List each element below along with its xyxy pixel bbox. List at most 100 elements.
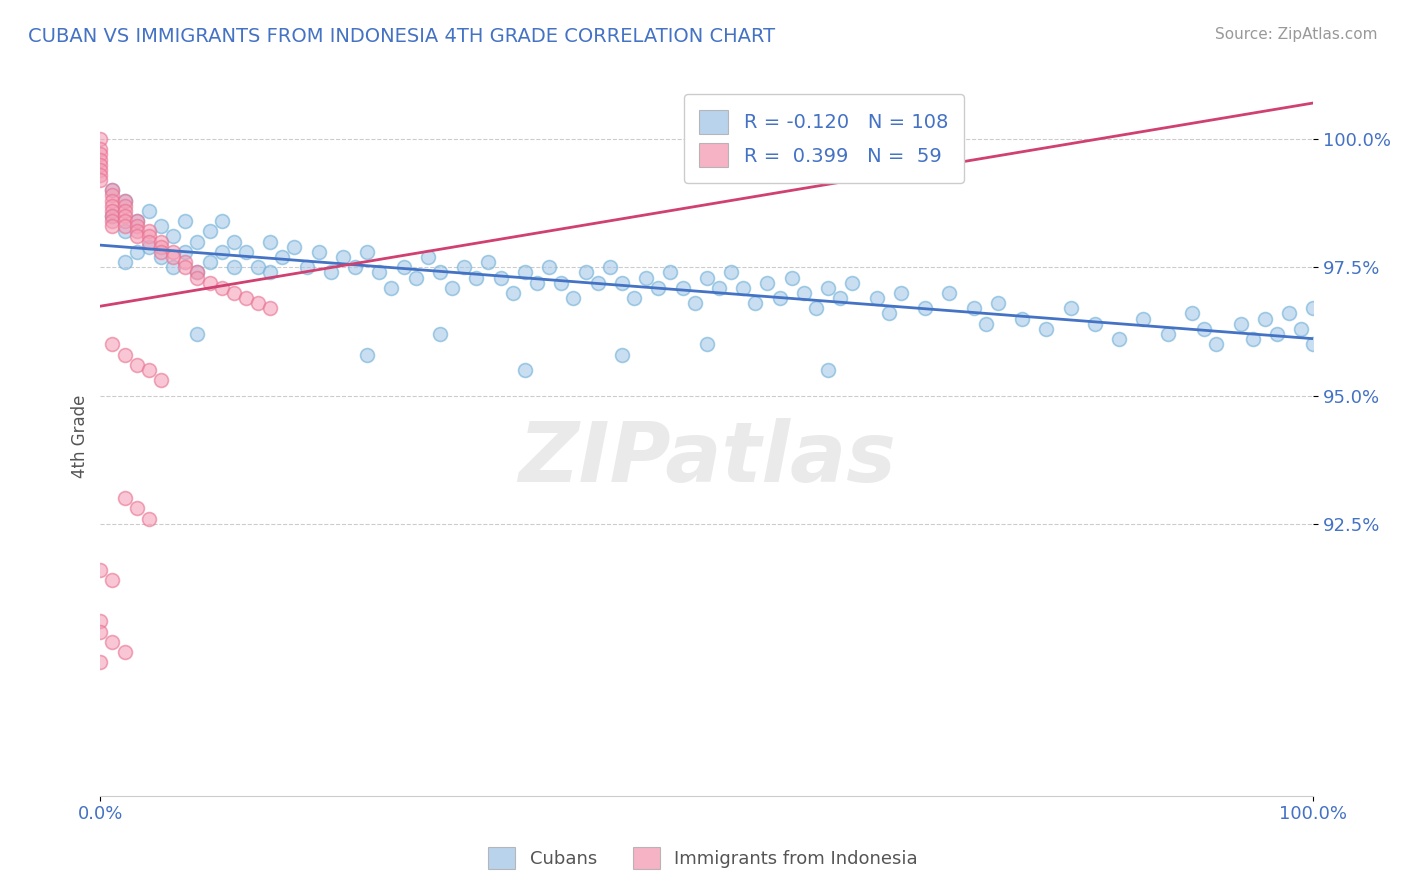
Point: [416, 250, 439, 264]
Point: [1035, 322, 1057, 336]
Point: [308, 244, 330, 259]
Point: [793, 285, 815, 300]
Point: [198, 276, 221, 290]
Point: [125, 244, 148, 259]
Point: [186, 326, 208, 341]
Point: [247, 296, 270, 310]
Point: [125, 219, 148, 234]
Point: [429, 265, 451, 279]
Point: [271, 250, 294, 264]
Point: [162, 244, 184, 259]
Point: [356, 347, 378, 361]
Point: [125, 229, 148, 244]
Point: [720, 265, 742, 279]
Point: [768, 291, 790, 305]
Point: [114, 255, 136, 269]
Point: [392, 260, 415, 275]
Point: [841, 276, 863, 290]
Point: [89, 624, 111, 639]
Point: [877, 306, 900, 320]
Point: [259, 301, 281, 316]
Point: [744, 296, 766, 310]
Point: [1278, 306, 1301, 320]
Point: [441, 281, 464, 295]
Point: [1011, 311, 1033, 326]
Point: [235, 291, 257, 305]
Point: [586, 276, 609, 290]
Point: [101, 635, 124, 649]
Y-axis label: 4th Grade: 4th Grade: [72, 395, 89, 478]
Point: [101, 209, 124, 223]
Point: [671, 281, 693, 295]
Point: [150, 250, 173, 264]
Point: [963, 301, 986, 316]
Point: [636, 270, 658, 285]
Point: [865, 291, 887, 305]
Point: [1229, 317, 1251, 331]
Legend: R = -0.120   N = 108, R =  0.399   N =  59: R = -0.120 N = 108, R = 0.399 N = 59: [683, 95, 965, 183]
Point: [114, 203, 136, 218]
Point: [1302, 301, 1324, 316]
Point: [610, 276, 633, 290]
Point: [114, 209, 136, 223]
Point: [247, 260, 270, 275]
Point: [150, 244, 173, 259]
Point: [101, 194, 124, 208]
Point: [138, 363, 160, 377]
Point: [162, 250, 184, 264]
Point: [186, 270, 208, 285]
Point: [89, 173, 111, 187]
Point: [817, 363, 839, 377]
Point: [222, 285, 245, 300]
Point: [101, 209, 124, 223]
Point: [198, 224, 221, 238]
Point: [405, 270, 427, 285]
Point: [1289, 322, 1312, 336]
Point: [938, 285, 960, 300]
Point: [914, 301, 936, 316]
Point: [186, 235, 208, 249]
Point: [186, 265, 208, 279]
Point: [138, 235, 160, 249]
Point: [513, 363, 536, 377]
Point: [1132, 311, 1154, 326]
Point: [125, 214, 148, 228]
Point: [174, 255, 197, 269]
Text: CUBAN VS IMMIGRANTS FROM INDONESIA 4TH GRADE CORRELATION CHART: CUBAN VS IMMIGRANTS FROM INDONESIA 4TH G…: [28, 27, 775, 45]
Point: [513, 265, 536, 279]
Point: [429, 326, 451, 341]
Point: [138, 511, 160, 525]
Point: [683, 296, 706, 310]
Point: [368, 265, 391, 279]
Point: [659, 265, 682, 279]
Point: [283, 240, 305, 254]
Point: [114, 219, 136, 234]
Text: ZIPatlas: ZIPatlas: [517, 417, 896, 499]
Point: [138, 229, 160, 244]
Point: [114, 224, 136, 238]
Point: [222, 235, 245, 249]
Point: [489, 270, 512, 285]
Point: [101, 574, 124, 588]
Point: [1060, 301, 1083, 316]
Point: [804, 301, 827, 316]
Point: [974, 317, 997, 331]
Point: [114, 347, 136, 361]
Point: [150, 235, 173, 249]
Point: [174, 244, 197, 259]
Legend: Cubans, Immigrants from Indonesia: Cubans, Immigrants from Indonesia: [479, 838, 927, 879]
Point: [562, 291, 585, 305]
Point: [1108, 332, 1130, 346]
Point: [101, 203, 124, 218]
Point: [89, 168, 111, 182]
Point: [125, 214, 148, 228]
Point: [198, 255, 221, 269]
Point: [138, 224, 160, 238]
Point: [1241, 332, 1264, 346]
Point: [211, 244, 233, 259]
Point: [696, 270, 718, 285]
Point: [1254, 311, 1277, 326]
Point: [1205, 337, 1227, 351]
Point: [162, 260, 184, 275]
Point: [235, 244, 257, 259]
